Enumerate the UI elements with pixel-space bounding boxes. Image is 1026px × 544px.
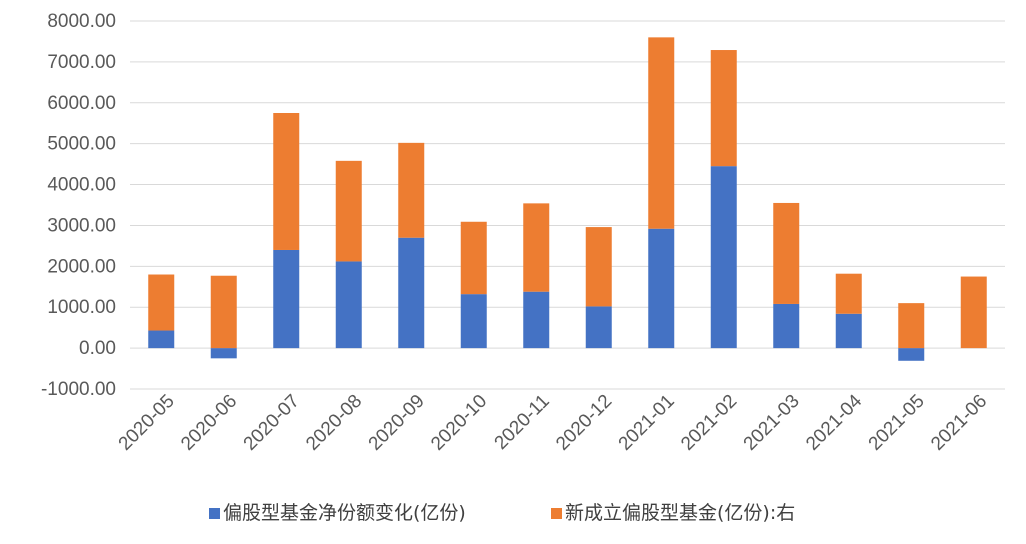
gridlines <box>130 20 1005 390</box>
bar-net-share-change-2020-09 <box>398 237 425 349</box>
x-axis-ticks: 2020-052020-062020-072020-082020-092020-… <box>115 390 992 454</box>
y-tick-label: 7000.00 <box>47 52 116 73</box>
bar-net-share-change-2021-03 <box>773 303 800 349</box>
x-tick-label: 2020-05 <box>115 391 179 455</box>
bar-new-fund-2020-10 <box>460 221 487 295</box>
y-tick-label: 0.00 <box>79 338 116 359</box>
legend-swatch <box>551 508 562 519</box>
x-tick-label: 2021-06 <box>927 391 991 455</box>
bar-net-share-change-2020-12 <box>585 306 612 349</box>
x-tick-label: 2021-05 <box>865 391 929 455</box>
bar-net-share-change-2020-11 <box>523 291 550 349</box>
legend-label: 偏股型基金净份额变化(亿份) <box>223 502 466 524</box>
x-tick-label: 2020-08 <box>302 391 366 455</box>
y-tick-label: 4000.00 <box>47 175 116 196</box>
bar-new-fund-2020-06 <box>210 275 237 349</box>
x-tick-label: 2021-04 <box>802 390 866 454</box>
x-tick-label: 2021-03 <box>740 391 804 455</box>
bar-new-fund-2021-05 <box>898 303 925 349</box>
bars <box>148 37 987 361</box>
y-tick-label: 1000.00 <box>47 297 116 318</box>
bar-new-fund-2021-02 <box>710 50 737 167</box>
bar-new-fund-2021-01 <box>648 37 675 229</box>
bar-new-fund-2021-03 <box>773 202 800 304</box>
bar-new-fund-2020-09 <box>398 142 425 238</box>
bar-net-share-change-2020-10 <box>460 294 487 349</box>
x-tick-label: 2021-02 <box>677 391 741 455</box>
legend-swatch <box>209 508 220 519</box>
y-tick-label: 6000.00 <box>47 93 116 114</box>
bar-new-fund-2020-05 <box>148 274 175 331</box>
bar-new-fund-2020-11 <box>523 203 550 292</box>
y-tick-label: 3000.00 <box>47 215 116 236</box>
bar-net-share-change-2021-02 <box>710 166 737 349</box>
bar-net-share-change-2020-08 <box>335 261 362 349</box>
bar-net-share-change-2020-06 <box>210 348 237 359</box>
x-tick-label: 2021-01 <box>615 391 679 455</box>
bar-new-fund-2020-08 <box>335 160 362 262</box>
bar-new-fund-2021-04 <box>835 273 862 314</box>
x-tick-label: 2020-11 <box>491 391 554 454</box>
bar-net-share-change-2021-05 <box>898 348 925 361</box>
bar-net-share-change-2020-05 <box>148 330 175 349</box>
x-tick-label: 2020-07 <box>240 391 304 455</box>
y-tick-label: -1000.00 <box>41 379 116 400</box>
x-tick-label: 2020-12 <box>552 391 616 455</box>
y-tick-label: 8000.00 <box>47 11 116 32</box>
legend: 偏股型基金净份额变化(亿份) 新成立偏股型基金(亿份):右 <box>209 502 795 524</box>
x-tick-label: 2020-06 <box>177 391 241 455</box>
bar-new-fund-2020-12 <box>585 227 612 307</box>
bar-net-share-change-2020-07 <box>273 249 300 349</box>
x-tick-label: 2020-10 <box>427 391 491 455</box>
y-tick-label: 2000.00 <box>47 256 116 277</box>
legend-label: 新成立偏股型基金(亿份):右 <box>565 502 795 524</box>
x-tick-label: 2020-09 <box>365 391 429 455</box>
y-tick-label: 5000.00 <box>47 134 116 155</box>
bar-new-fund-2021-06 <box>960 276 987 349</box>
bar-net-share-change-2021-04 <box>835 313 862 349</box>
bar-new-fund-2020-07 <box>273 113 300 250</box>
bar-net-share-change-2021-01 <box>648 228 675 349</box>
y-axis-ticks: -1000.00 0.00 1000.00 2000.00 3000.00 4000.00… <box>41 11 116 400</box>
